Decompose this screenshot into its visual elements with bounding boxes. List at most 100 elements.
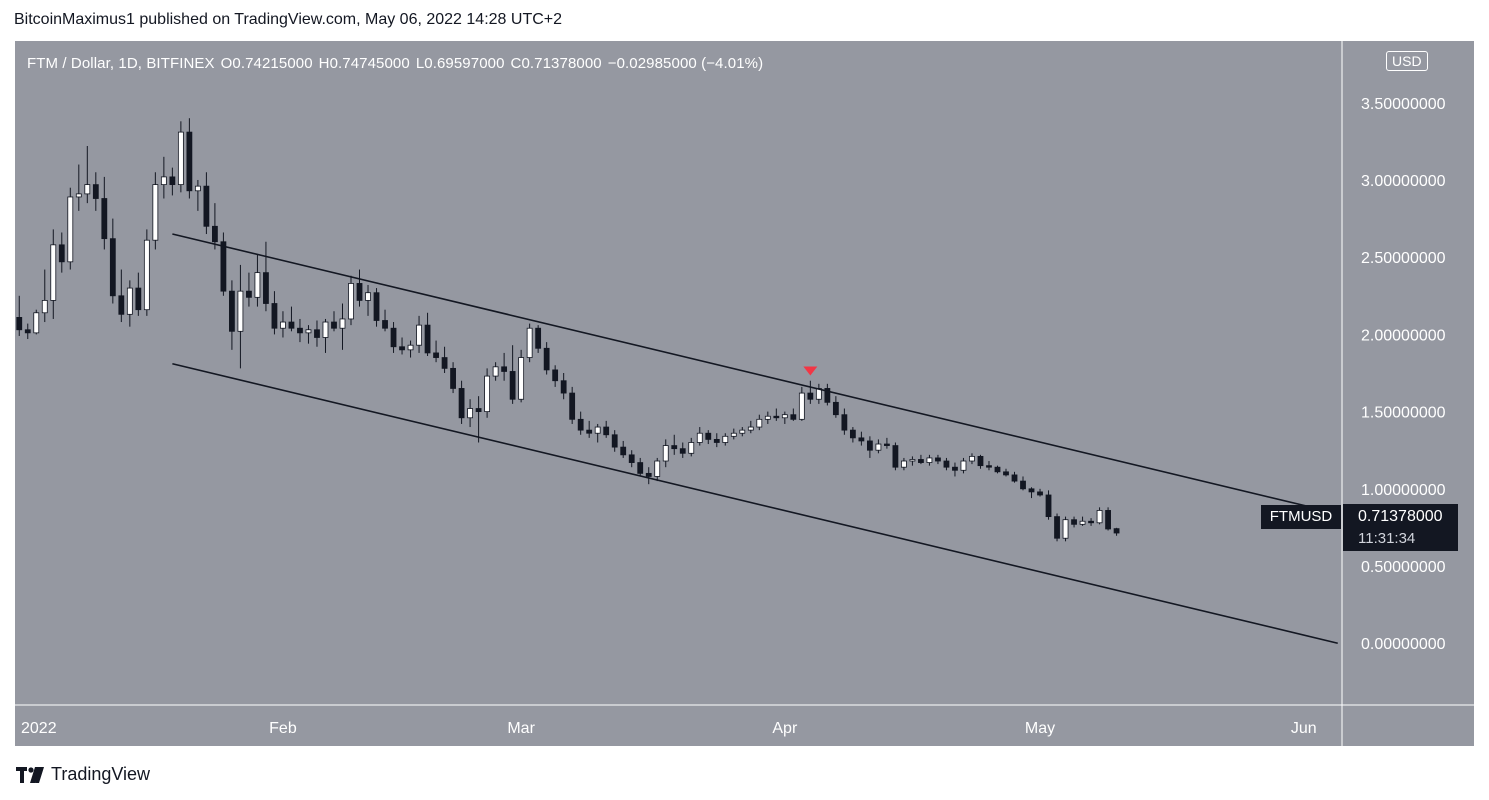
- candle: [33, 309, 40, 335]
- candle: [1071, 516, 1077, 528]
- ohlc-legend: FTM / Dollar, 1D, BITFINEX O0.74215000 H0.…: [27, 55, 763, 72]
- candle: [603, 420, 610, 438]
- candle: [118, 269, 125, 323]
- candle: [926, 454, 933, 466]
- candle-body: [824, 388, 831, 403]
- candle-body: [628, 454, 635, 463]
- last-price-label: 0.71378000 11:31:34: [1343, 504, 1458, 551]
- candle: [986, 461, 992, 471]
- candle: [67, 187, 74, 270]
- candle-body: [67, 196, 74, 263]
- candle: [807, 380, 814, 404]
- price-tick-label: 0.50000000: [1361, 559, 1446, 576]
- candle-body: [322, 321, 329, 338]
- candle-body: [407, 344, 414, 351]
- candle: [484, 368, 491, 418]
- candle-body: [832, 401, 839, 416]
- candle-body: [169, 176, 176, 186]
- candle-body: [126, 287, 133, 315]
- candle: [16, 295, 23, 336]
- candle: [373, 288, 380, 327]
- candle: [109, 218, 116, 304]
- candle-body: [254, 272, 261, 298]
- candle: [492, 362, 499, 381]
- channel-lower-line: [172, 362, 1338, 645]
- candle-body: [935, 457, 941, 462]
- candle-body: [1113, 528, 1120, 534]
- ticker-label: FTMUSD: [1261, 505, 1341, 529]
- legend-high: H0.74745000: [318, 55, 410, 72]
- candle-body: [424, 324, 431, 354]
- candle: [569, 386, 576, 424]
- legend-low: L0.69597000: [415, 55, 505, 72]
- candle: [969, 453, 975, 465]
- candle: [662, 439, 669, 468]
- candle: [441, 346, 448, 373]
- price-axis[interactable]: 3.50000000 3.00000000 2.50000000 2.00000000…: [1361, 96, 1446, 653]
- candle: [526, 323, 533, 363]
- time-tick-label: Mar: [507, 720, 535, 737]
- candle-body: [790, 414, 797, 420]
- bar-countdown: 11:31:34: [1358, 530, 1416, 547]
- candle: [1011, 471, 1018, 483]
- candle-body: [373, 292, 380, 321]
- candle: [722, 433, 729, 446]
- candle-body: [849, 429, 856, 439]
- candle-body: [84, 184, 91, 195]
- candle: [58, 232, 65, 273]
- candle: [126, 280, 133, 327]
- candle-body: [747, 426, 754, 431]
- time-axis[interactable]: 2022 Feb Mar Apr May Jun: [21, 720, 1317, 737]
- candle: [314, 320, 320, 347]
- chart-pane[interactable]: 3.50000000 3.00000000 2.50000000 2.00000000…: [15, 41, 1474, 746]
- candle-body: [1003, 471, 1009, 476]
- candle: [713, 433, 720, 448]
- candle-body: [160, 176, 167, 186]
- candle-body: [569, 392, 576, 420]
- price-tick-label: 0.00000000: [1361, 636, 1446, 653]
- candle-body: [943, 460, 950, 468]
- candle: [560, 373, 567, 400]
- candle-body: [577, 418, 584, 431]
- candle: [212, 203, 218, 250]
- candle: [458, 380, 465, 424]
- candle: [611, 430, 618, 452]
- candle-body: [543, 347, 550, 371]
- candle-body: [33, 312, 40, 334]
- candle-body: [722, 435, 729, 443]
- candle-body: [450, 367, 456, 389]
- candle-body: [75, 193, 82, 198]
- candle-body: [960, 460, 967, 471]
- chart-canvas[interactable]: 3.50000000 3.00000000 2.50000000 2.00000000…: [15, 41, 1474, 746]
- candle-body: [492, 366, 499, 377]
- candle: [194, 179, 201, 211]
- candle-body: [705, 432, 712, 440]
- candle-body: [986, 465, 992, 468]
- candle: [220, 232, 227, 296]
- candle-body: [509, 371, 516, 400]
- candle-body: [203, 185, 210, 227]
- candle-body: [1079, 520, 1086, 525]
- candle: [305, 325, 312, 344]
- candle-body: [152, 184, 159, 241]
- candle-body: [475, 408, 482, 413]
- candle: [186, 118, 193, 199]
- candle-body: [518, 357, 525, 400]
- candle-body: [594, 426, 601, 434]
- candle: [382, 309, 388, 332]
- candle: [509, 345, 516, 404]
- candle: [892, 442, 899, 471]
- last-price-value: 0.71378000: [1358, 508, 1443, 525]
- candle-body: [1045, 494, 1052, 518]
- brand-footer[interactable]: TradingView: [16, 764, 150, 785]
- candle-body: [246, 290, 252, 298]
- candle: [237, 264, 244, 369]
- candle-body: [773, 415, 780, 419]
- candle-body: [177, 131, 184, 186]
- candle-body: [526, 327, 533, 358]
- candle: [41, 269, 48, 323]
- candle: [918, 454, 924, 465]
- candle-body: [331, 321, 337, 329]
- candle: [475, 396, 482, 443]
- currency-button[interactable]: USD: [1386, 51, 1428, 71]
